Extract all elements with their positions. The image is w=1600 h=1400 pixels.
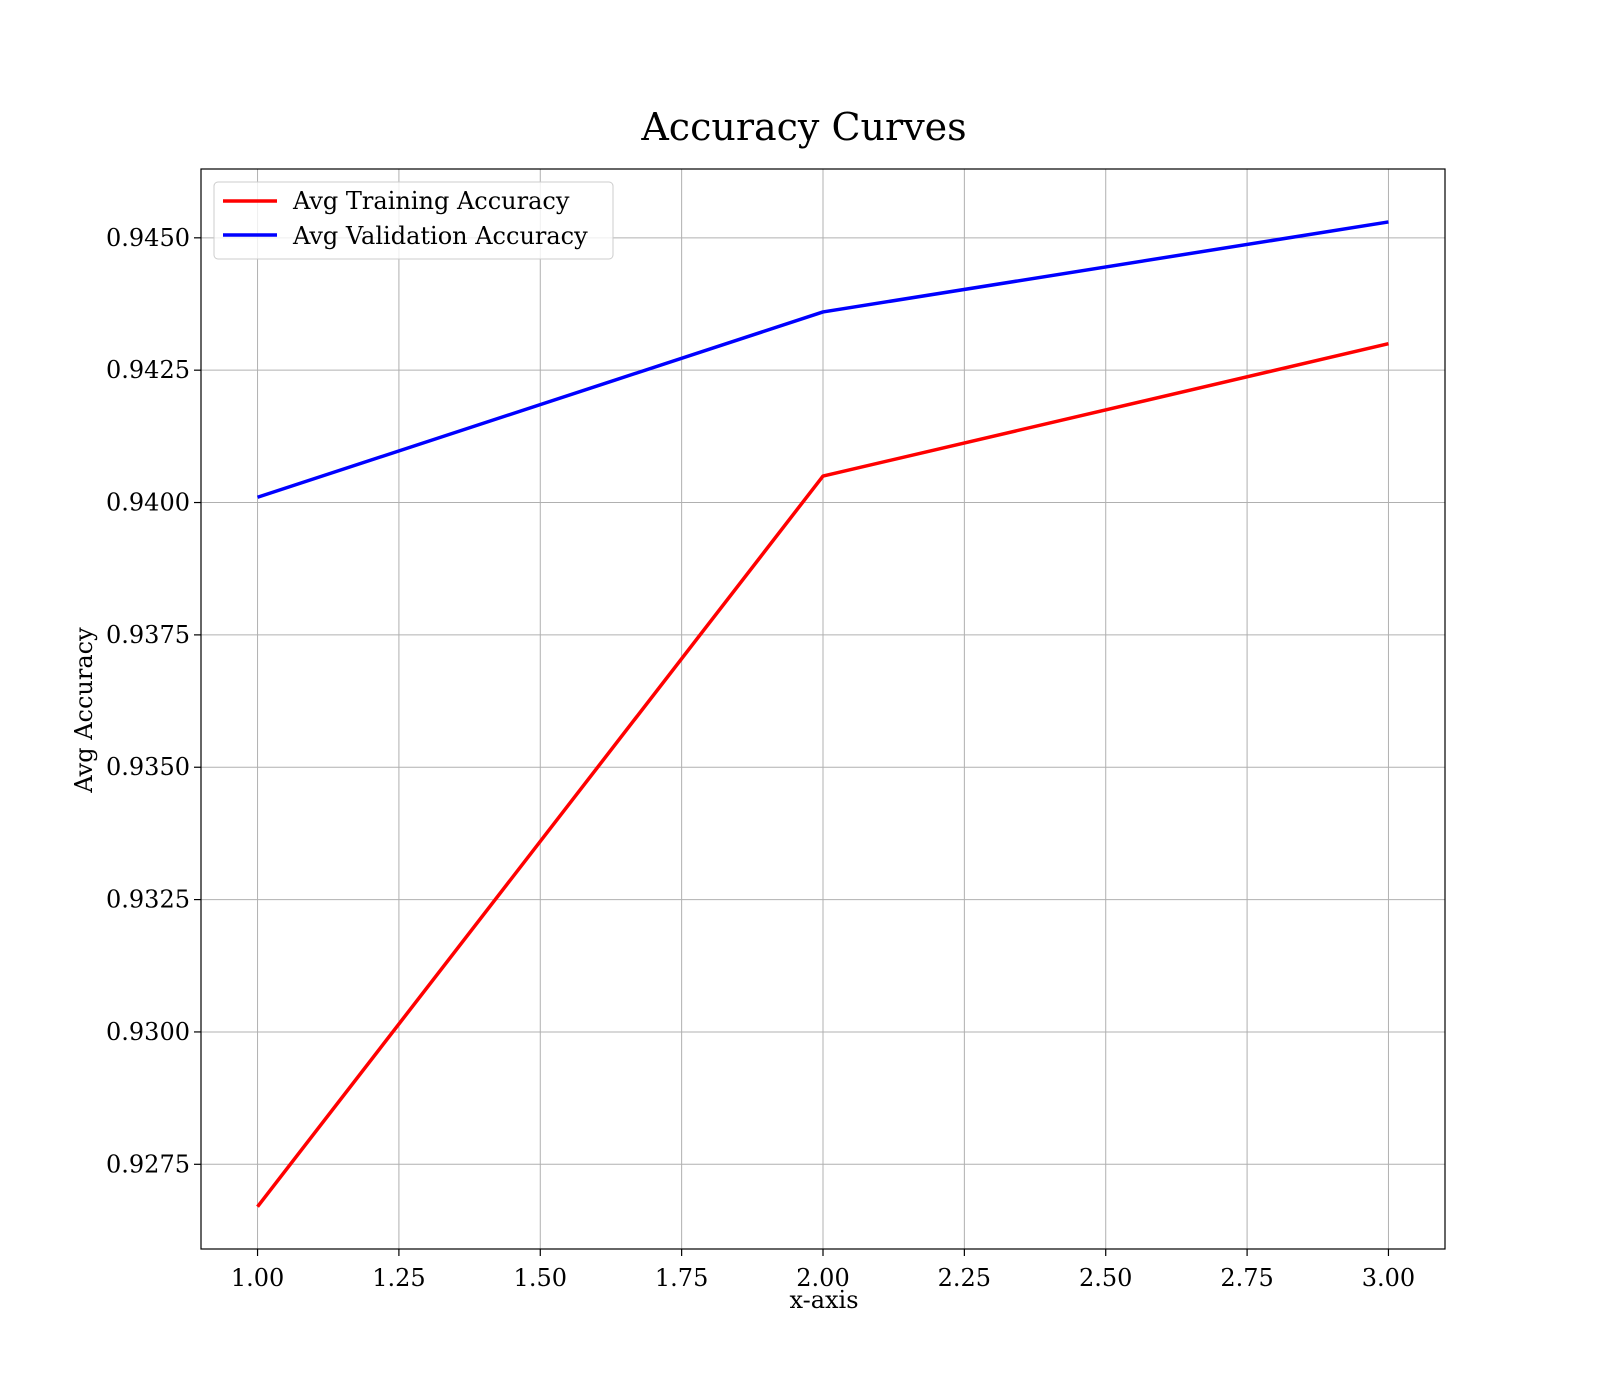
x-tick-label: 3.00 — [1362, 1264, 1415, 1292]
legend: Avg Training Accuracy Avg Validation Acc… — [213, 181, 614, 260]
y-tick-label: 0.9425 — [106, 356, 190, 384]
x-tick-label: 1.25 — [372, 1264, 425, 1292]
series-line-training — [256, 342, 1389, 1208]
x-axis-ticks: 1.00 1.25 1.50 1.75 2.00 2.25 2.50 2.75 3.00 — [231, 1249, 1415, 1292]
x-tick-label: 2.00 — [796, 1264, 849, 1292]
x-tick-label: 1.00 — [231, 1264, 284, 1292]
chart-title: Accuracy Curves — [640, 105, 966, 149]
y-tick-label: 0.9400 — [106, 489, 190, 517]
x-axis-label: x-axis — [789, 1286, 858, 1314]
x-tick-label: 2.25 — [938, 1264, 991, 1292]
legend-label-training: Avg Training Accuracy — [292, 187, 570, 215]
x-tick-label: 1.50 — [514, 1264, 567, 1292]
series-line-validation — [257, 220, 1389, 499]
y-tick-label: 0.9375 — [106, 621, 190, 649]
y-axis-ticks: 0.9275 0.9300 0.9325 0.9350 0.9375 0.9400 0.94… — [106, 224, 201, 1178]
x-tick-label: 2.50 — [1079, 1264, 1132, 1292]
y-tick-label: 0.9350 — [106, 753, 190, 781]
x-tick-label: 2.75 — [1220, 1264, 1273, 1292]
grid — [201, 169, 1445, 1249]
legend-label-validation: Avg Validation Accuracy — [292, 222, 588, 250]
legend-box — [213, 181, 614, 260]
y-tick-label: 0.9275 — [106, 1150, 190, 1178]
y-axis-label: Avg Accuracy — [70, 627, 98, 794]
y-tick-label: 0.9450 — [106, 224, 190, 252]
x-tick-label: 1.75 — [655, 1264, 708, 1292]
y-tick-label: 0.9325 — [106, 886, 190, 914]
series-lines — [256, 220, 1389, 1208]
y-tick-label: 0.9300 — [106, 1018, 190, 1046]
